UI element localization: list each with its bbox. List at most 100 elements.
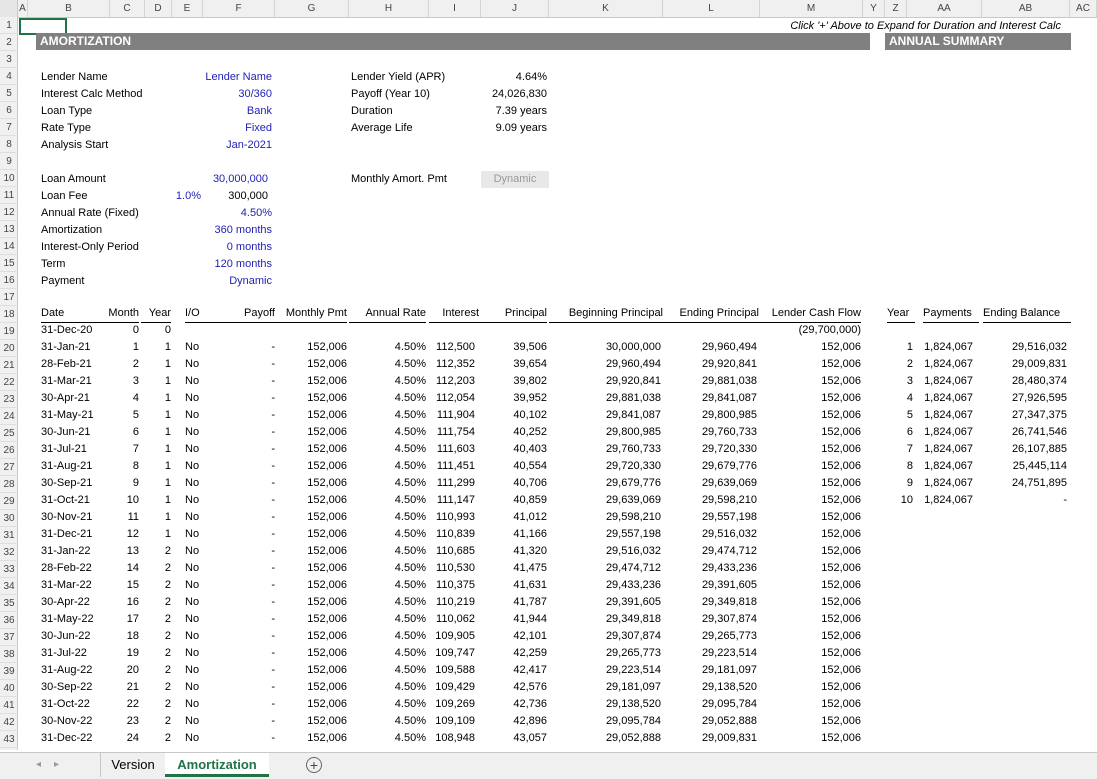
cell-month[interactable]: 19: [126, 647, 139, 659]
row-header-39[interactable]: 39: [0, 663, 18, 680]
summary-cell-year[interactable]: 6: [906, 426, 913, 438]
col-header-i[interactable]: I: [429, 0, 481, 17]
cell-month[interactable]: 18: [126, 630, 139, 642]
cell-year[interactable]: 2: [164, 681, 171, 693]
cell-io[interactable]: No: [185, 613, 200, 625]
cell-interest[interactable]: 109,905: [435, 630, 475, 642]
cell-io[interactable]: No: [185, 664, 200, 676]
cell-beginning-principal[interactable]: 29,800,985: [605, 426, 661, 438]
row-header-37[interactable]: 37: [0, 629, 18, 646]
cell-interest[interactable]: 109,269: [435, 698, 475, 710]
cell-io[interactable]: No: [185, 409, 200, 421]
cell-month[interactable]: 23: [126, 715, 139, 727]
cell-interest[interactable]: 110,530: [436, 562, 475, 574]
tab-version[interactable]: Version: [100, 753, 166, 777]
cell-principal[interactable]: 41,787: [513, 596, 547, 608]
cell-annual-rate[interactable]: 4.50%: [394, 579, 426, 591]
row-header-26[interactable]: 26: [0, 442, 18, 459]
cell-year[interactable]: 0: [164, 324, 171, 336]
col-header-e[interactable]: E: [172, 0, 203, 17]
cell-beginning-principal[interactable]: 29,433,236: [605, 579, 661, 591]
cell-ending-principal[interactable]: 29,841,087: [701, 392, 757, 404]
cell-principal[interactable]: 39,802: [513, 375, 547, 387]
cell-payoff[interactable]: -: [271, 375, 275, 387]
cell-beginning-principal[interactable]: 29,265,773: [605, 647, 661, 659]
row-header-34[interactable]: 34: [0, 578, 18, 595]
summary-cell-ending-balance[interactable]: 26,107,885: [1011, 443, 1067, 455]
cell-date[interactable]: 30-Jun-22: [41, 630, 91, 642]
row-header-9[interactable]: 9: [0, 153, 18, 170]
cell-io[interactable]: No: [185, 647, 200, 659]
summary-cell-payments[interactable]: 1,824,067: [924, 409, 973, 421]
loan-fee-pct[interactable]: 1.0%: [175, 190, 201, 202]
cell-lender-cash-flow[interactable]: 152,006: [821, 511, 861, 523]
row-header-17[interactable]: 17: [0, 289, 18, 306]
row-header-28[interactable]: 28: [0, 476, 18, 493]
summary-cell-payments[interactable]: 1,824,067: [924, 426, 973, 438]
cell-payoff[interactable]: -: [271, 460, 275, 472]
cell-principal[interactable]: 42,101: [513, 630, 547, 642]
cell-monthly-pmt[interactable]: 152,006: [307, 596, 347, 608]
summary-cell-payments[interactable]: 1,824,067: [924, 375, 973, 387]
tab-amortization[interactable]: Amortization: [165, 753, 269, 777]
cell-year[interactable]: 1: [164, 528, 171, 540]
cell-date[interactable]: 30-Sep-21: [41, 477, 93, 489]
cell-year[interactable]: 2: [164, 732, 171, 744]
cell-ending-principal[interactable]: 29,138,520: [701, 681, 757, 693]
cell-monthly-pmt[interactable]: 152,006: [307, 375, 347, 387]
cell-lender-cash-flow[interactable]: 152,006: [821, 579, 861, 591]
cell-lender-cash-flow[interactable]: 152,006: [821, 409, 861, 421]
cell-year[interactable]: 1: [164, 341, 171, 353]
row-header-5[interactable]: 5: [0, 85, 18, 102]
term-value[interactable]: 120 months: [214, 258, 272, 270]
cell-interest[interactable]: 111,299: [436, 477, 475, 489]
cell-beginning-principal[interactable]: 29,557,198: [605, 528, 661, 540]
cell-lender-cash-flow[interactable]: 152,006: [821, 341, 861, 353]
cell-month[interactable]: 15: [126, 579, 139, 591]
cell-monthly-pmt[interactable]: 152,006: [307, 681, 347, 693]
cell-ending-principal[interactable]: 29,598,210: [701, 494, 757, 506]
cell-ending-principal[interactable]: 29,920,841: [701, 358, 757, 370]
cell-month[interactable]: 20: [126, 664, 139, 676]
cell-annual-rate[interactable]: 4.50%: [394, 460, 426, 472]
summary-cell-ending-balance[interactable]: 29,516,032: [1011, 341, 1067, 353]
cell-payoff[interactable]: -: [271, 443, 275, 455]
cell-beginning-principal[interactable]: 29,760,733: [605, 443, 661, 455]
cell-interest[interactable]: 111,754: [436, 426, 475, 438]
cell-interest[interactable]: 111,904: [436, 409, 475, 421]
cell-beginning-principal[interactable]: 29,920,841: [605, 375, 661, 387]
cell-ending-principal[interactable]: 29,307,874: [701, 613, 757, 625]
cell-year[interactable]: 2: [164, 613, 171, 625]
row-header-27[interactable]: 27: [0, 459, 18, 476]
cell-lender-cash-flow[interactable]: 152,006: [821, 528, 861, 540]
cell-monthly-pmt[interactable]: 152,006: [307, 358, 347, 370]
summary-cell-year[interactable]: 10: [900, 494, 913, 506]
cell-monthly-pmt[interactable]: 152,006: [307, 579, 347, 591]
amortization-value[interactable]: 360 months: [214, 224, 272, 236]
cell-date[interactable]: 30-Jun-21: [41, 426, 91, 438]
cell-interest[interactable]: 109,747: [435, 647, 475, 659]
cell-principal[interactable]: 40,554: [513, 460, 547, 472]
cell-beginning-principal[interactable]: 29,138,520: [605, 698, 661, 710]
cell-payoff[interactable]: -: [271, 715, 275, 727]
row-header-18[interactable]: 18: [0, 306, 18, 323]
cell-beginning-principal[interactable]: 29,720,330: [605, 460, 661, 472]
row-header-7[interactable]: 7: [0, 119, 18, 136]
cell-date[interactable]: 28-Feb-22: [41, 562, 92, 574]
cell-principal[interactable]: 41,631: [513, 579, 547, 591]
cell-principal[interactable]: 40,252: [513, 426, 547, 438]
cell-payoff[interactable]: -: [271, 698, 275, 710]
cell-month[interactable]: 11: [127, 511, 139, 523]
col-header-y[interactable]: Y: [863, 0, 885, 17]
summary-cell-year[interactable]: 1: [906, 341, 913, 353]
cell-lender-cash-flow[interactable]: 152,006: [821, 732, 861, 744]
cell-ending-principal[interactable]: 29,960,494: [701, 341, 757, 353]
cell-interest[interactable]: 112,500: [436, 341, 475, 353]
tab-scroll-left-icon[interactable]: ◂: [36, 759, 42, 770]
cell-annual-rate[interactable]: 4.50%: [394, 426, 426, 438]
cell-interest[interactable]: 110,839: [436, 528, 475, 540]
cell-year[interactable]: 2: [164, 630, 171, 642]
cell-monthly-pmt[interactable]: 152,006: [307, 511, 347, 523]
cell-annual-rate[interactable]: 4.50%: [394, 511, 426, 523]
cell-lender-cash-flow[interactable]: 152,006: [821, 358, 861, 370]
